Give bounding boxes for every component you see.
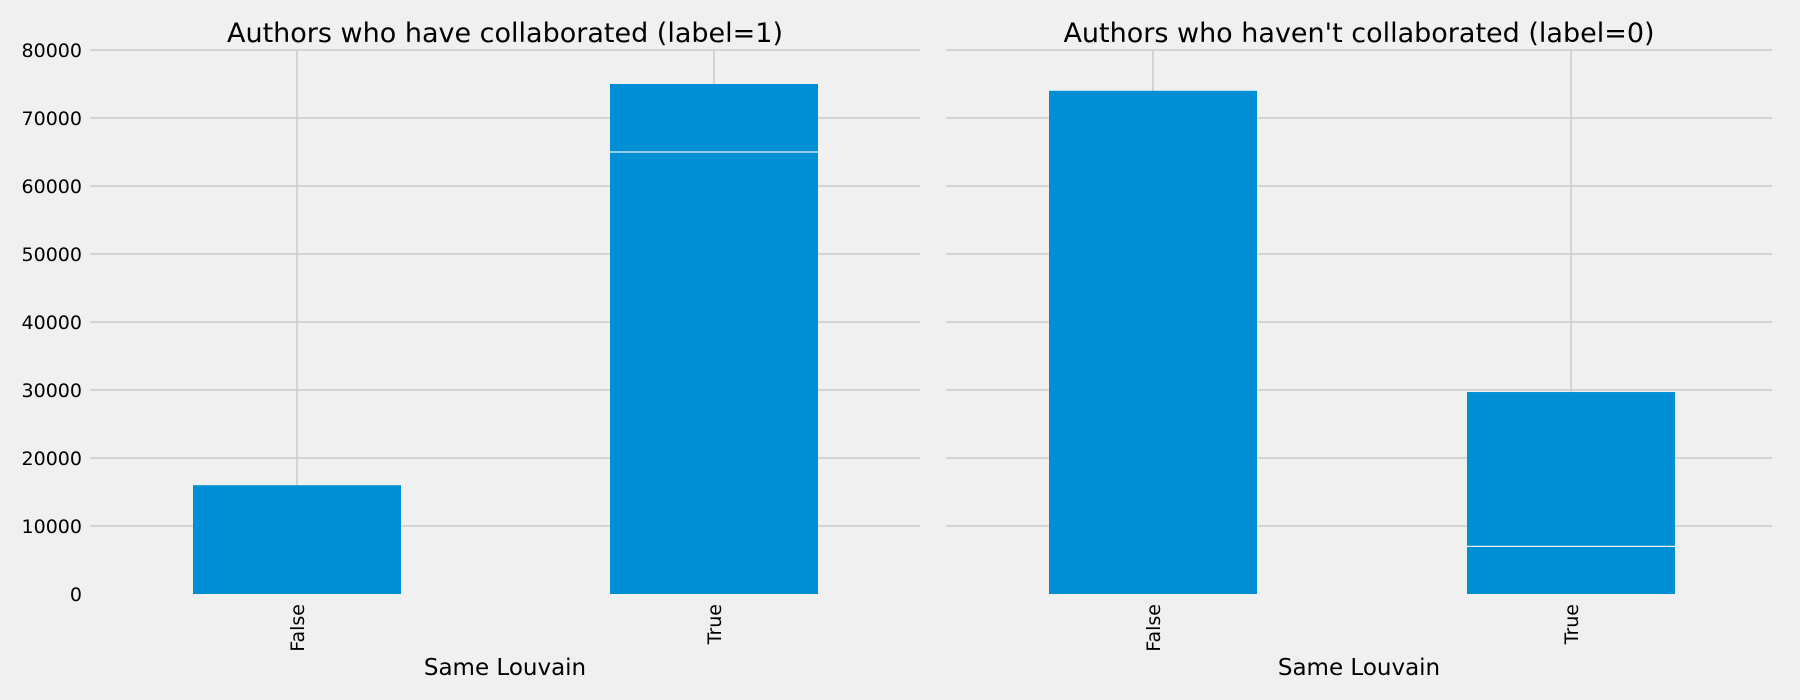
ytick-label-0-1: 10000 (22, 516, 82, 538)
bar-0-0 (193, 485, 401, 594)
x-axis-label-0: Same Louvain (424, 655, 586, 681)
ytick-label-0-4: 40000 (22, 312, 82, 334)
bar-0-1 (610, 84, 818, 594)
ytick-label-0-8: 80000 (22, 40, 82, 62)
chart-title-1: Authors who haven't collaborated (label=… (1063, 18, 1654, 49)
bar-1-1 (1467, 392, 1675, 594)
ytick-label-0-6: 60000 (22, 176, 82, 198)
bar-1-0 (1049, 90, 1257, 595)
ytick-label-0-7: 70000 (22, 108, 82, 130)
xtick-label-0-0: False (287, 604, 309, 652)
ytick-label-0-2: 20000 (22, 448, 82, 470)
x-axis-label-1: Same Louvain (1278, 655, 1440, 681)
ytick-label-0-5: 50000 (22, 244, 82, 266)
ytick-label-0-3: 30000 (22, 380, 82, 402)
chart-title-0: Authors who have collaborated (label=1) (227, 18, 783, 49)
xtick-label-1-0: False (1143, 604, 1165, 652)
xtick-label-1-1: True (1561, 604, 1583, 645)
ytick-label-0-0: 0 (70, 584, 82, 606)
xtick-label-0-1: True (704, 604, 726, 645)
